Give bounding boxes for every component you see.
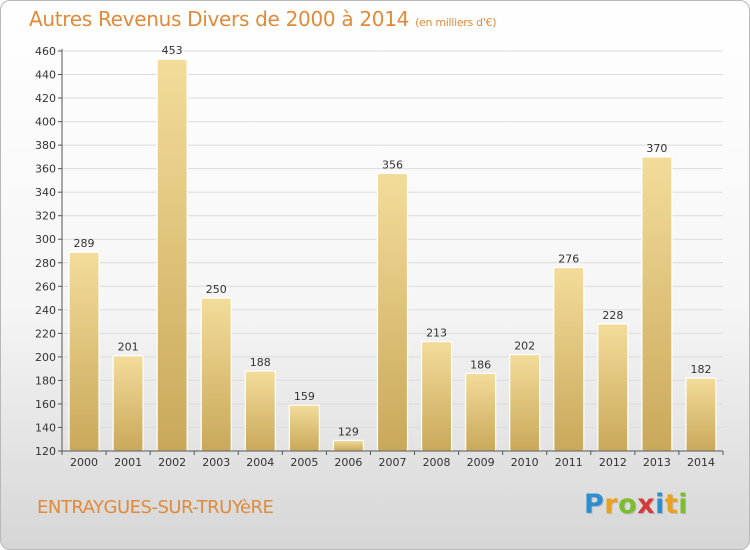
logo-letter: o: [618, 489, 638, 520]
data-label: 188: [250, 356, 271, 369]
chart-unit-subtitle: (en milliers d'€): [415, 16, 497, 29]
x-tick-label: 2012: [599, 456, 627, 469]
data-label: 370: [646, 142, 667, 155]
y-tick-label: 360: [35, 163, 56, 176]
x-tick-label: 2000: [70, 456, 98, 469]
logo-letter: r: [604, 489, 619, 520]
axes: 120 140 160 180 200 220 240 260 280 300 320 340 360 3…: [35, 45, 724, 469]
bar-2001: [112, 355, 144, 452]
bar-2003: [200, 297, 232, 452]
y-tick-label: 440: [35, 69, 56, 82]
data-label: 250: [206, 283, 227, 296]
data-label: 228: [602, 309, 623, 322]
x-tick-label: 2006: [334, 456, 362, 469]
x-tick-label: 2001: [114, 456, 142, 469]
logo-letter: t: [664, 489, 679, 520]
y-tick-label: 340: [35, 186, 56, 199]
y-tick-label: 420: [35, 92, 56, 105]
bar-2004: [244, 370, 276, 452]
bar-2009: [465, 372, 497, 452]
x-tick-label: 2010: [511, 456, 539, 469]
data-label: 356: [382, 158, 403, 171]
logo-letter: i: [678, 489, 689, 520]
logo-letter: i: [655, 489, 665, 520]
y-tick-label: 220: [35, 327, 56, 340]
data-label: 182: [690, 363, 711, 376]
y-tick-label: 260: [35, 280, 56, 293]
data-label: 276: [558, 252, 579, 265]
bar-2005: [288, 404, 320, 452]
data-label: 453: [162, 44, 183, 57]
data-label: 289: [74, 237, 95, 250]
y-tick-label: 460: [35, 45, 56, 58]
data-label: 202: [514, 340, 535, 353]
x-tick-label: 2003: [202, 456, 230, 469]
x-tick-label: 2002: [158, 456, 186, 469]
chart-title: Autres Revenus Divers de 2000 à 2014 (en …: [29, 7, 497, 31]
data-label: 213: [426, 327, 447, 340]
y-tick-label: 320: [35, 210, 56, 223]
place-name: ENTRAYGUES-SUR-TRUYèRE: [37, 497, 274, 518]
y-tick-label: 240: [35, 304, 56, 317]
bar-2013: [641, 156, 673, 452]
bar-2011: [553, 266, 585, 452]
x-tick-label: 2007: [379, 456, 407, 469]
x-tick-label: 2014: [687, 456, 715, 469]
bar-2006: [332, 439, 365, 452]
data-label: 186: [470, 358, 491, 371]
data-label: 201: [118, 341, 139, 354]
y-tick-label: 380: [35, 139, 56, 152]
data-label: 159: [294, 390, 315, 403]
logo-letter: P: [584, 489, 605, 520]
bar-2008: [420, 340, 453, 452]
data-label: 129: [338, 425, 359, 438]
y-tick-label: 400: [35, 116, 56, 129]
bar-2000: [68, 251, 100, 452]
bar-2007: [376, 172, 409, 452]
chart-title-text: Autres Revenus Divers de 2000 à 2014: [29, 7, 410, 31]
bar-2012: [597, 323, 629, 452]
logo-letter: x: [637, 489, 656, 520]
x-tick-label: 2011: [555, 456, 583, 469]
y-tick-label: 140: [35, 421, 56, 434]
bar-2014: [685, 377, 717, 452]
proxiti-logo[interactable]: Proxiti: [584, 489, 688, 520]
bar-2010: [509, 353, 541, 452]
x-tick-label: 2013: [643, 456, 671, 469]
y-tick-label: 160: [35, 398, 56, 411]
x-tick-label: 2004: [246, 456, 274, 469]
x-tick-label: 2009: [467, 456, 495, 469]
y-tick-label: 120: [35, 445, 56, 458]
x-tick-label: 2005: [290, 456, 318, 469]
y-tick-label: 300: [35, 233, 56, 246]
bar-2002: [156, 58, 188, 452]
y-tick-label: 280: [35, 257, 56, 270]
x-tick-label: 2008: [423, 456, 451, 469]
y-tick-label: 180: [35, 374, 56, 387]
y-tick-label: 200: [35, 351, 56, 364]
bars: 289 201 453 250 188 159 129 356 213 186 202 276 228 3…: [68, 44, 717, 452]
